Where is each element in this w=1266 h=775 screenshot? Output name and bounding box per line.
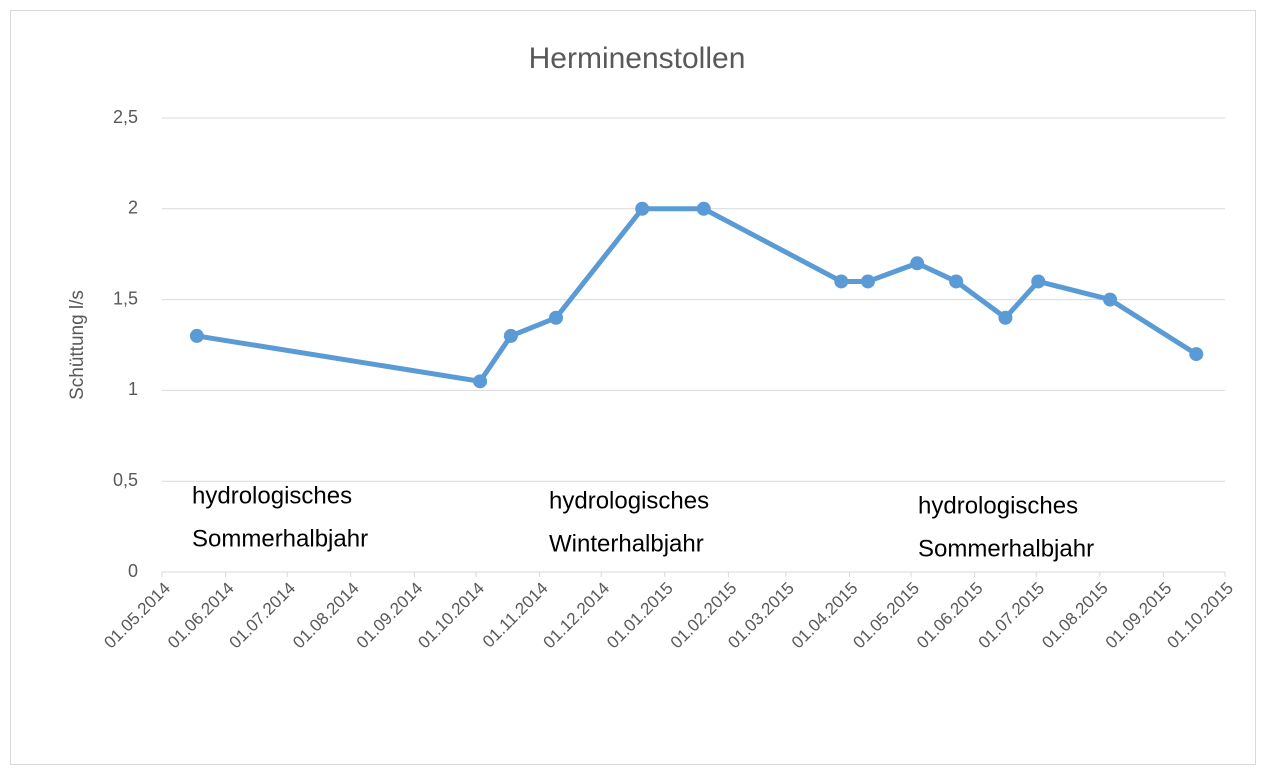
data-point bbox=[696, 201, 711, 216]
y-tick-label: 1,5 bbox=[113, 288, 138, 308]
y-axis-label: Schüttung l/s bbox=[67, 290, 88, 400]
y-tick-label: 2,5 bbox=[113, 107, 138, 127]
y-tick-label: 1 bbox=[128, 379, 138, 399]
data-point bbox=[503, 328, 518, 343]
y-tick-label: 0,5 bbox=[113, 470, 138, 490]
y-tick-label: 2 bbox=[128, 198, 138, 218]
chart-frame bbox=[10, 10, 1256, 765]
annotation: hydrologisches bbox=[918, 492, 1078, 519]
data-point bbox=[949, 274, 964, 289]
data-point bbox=[910, 256, 925, 271]
data-point bbox=[1103, 292, 1118, 307]
data-point bbox=[1031, 274, 1046, 289]
data-point bbox=[860, 274, 875, 289]
annotation: hydrologisches bbox=[192, 482, 352, 509]
chart-title: Herminenstollen bbox=[529, 42, 746, 75]
data-point bbox=[549, 310, 564, 325]
y-tick-label: 0 bbox=[128, 561, 138, 581]
data-point bbox=[635, 201, 650, 216]
annotation: Winterhalbjahr bbox=[549, 530, 704, 557]
annotation: Sommerhalbjahr bbox=[192, 525, 368, 552]
data-point bbox=[998, 310, 1013, 325]
data-point bbox=[1189, 347, 1204, 362]
annotation: Sommerhalbjahr bbox=[918, 535, 1094, 562]
data-point bbox=[473, 374, 488, 389]
data-point bbox=[834, 274, 849, 289]
data-point bbox=[189, 328, 204, 343]
data-line bbox=[196, 206, 1198, 384]
annotation: hydrologisches bbox=[549, 487, 709, 514]
